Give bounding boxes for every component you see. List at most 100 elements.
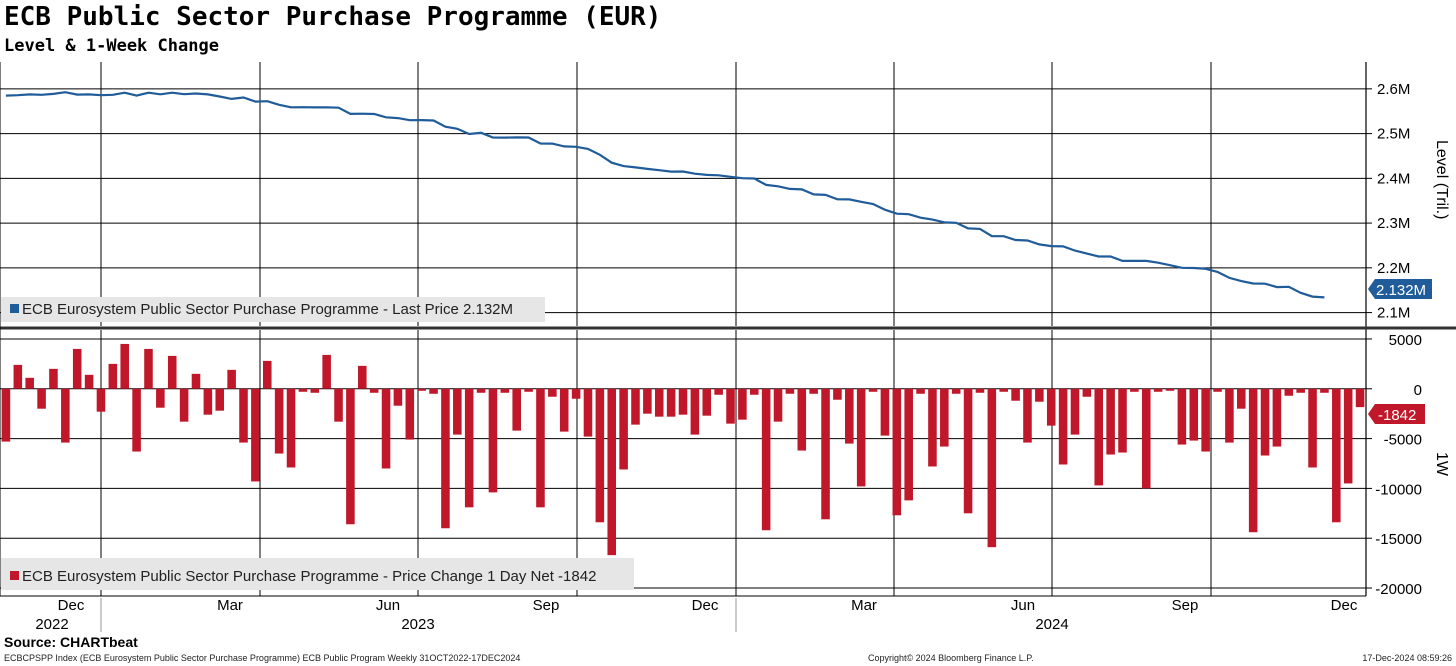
change-bar — [1201, 388, 1210, 452]
change-bar — [690, 388, 700, 435]
change-bar — [1320, 388, 1329, 393]
level-y-tick-label: 2.1M — [1377, 305, 1410, 322]
change-bars — [1, 343, 1365, 556]
source-note: Source: CHARTbeat — [4, 634, 138, 650]
level-legend-text: ECB Eurosystem Public Sector Purchase Pr… — [22, 301, 513, 318]
change-bar — [144, 348, 153, 389]
change-bar — [393, 388, 403, 406]
change-y-ticks: -20000 -15000 -10000 -5000 0 5000 — [1366, 332, 1422, 598]
change-bar — [524, 388, 533, 392]
level-y-tick-label: 2.6M — [1377, 81, 1410, 98]
change-bar — [512, 388, 521, 431]
change-bar — [369, 388, 379, 393]
change-y-tick-label: 0 — [1414, 382, 1422, 399]
change-bar — [441, 388, 450, 529]
change-bar — [619, 388, 628, 470]
change-bar — [928, 388, 937, 467]
x-month-label: Dec — [692, 597, 719, 614]
change-bar — [1165, 388, 1175, 391]
change-bar — [975, 388, 985, 393]
change-bar — [880, 388, 890, 436]
change-legend: ECB Eurosystem Public Sector Purchase Pr… — [1, 558, 634, 590]
x-year-labels: 2022 2023 2024 — [35, 598, 1069, 633]
change-bar — [262, 360, 272, 389]
change-bar — [1248, 388, 1258, 533]
change-bar — [559, 388, 569, 432]
x-month-label: Mar — [851, 597, 877, 614]
change-bar — [1308, 388, 1317, 468]
change-bar — [666, 388, 676, 417]
axes-frame — [0, 62, 1456, 597]
change-bar — [215, 388, 225, 411]
level-legend: ECB Eurosystem Public Sector Purchase Pr… — [1, 297, 545, 322]
change-last-value: -1842 — [1378, 407, 1416, 424]
level-last-value: 2.132M — [1376, 282, 1426, 299]
level-y-tick-label: 2.3M — [1377, 215, 1410, 232]
x-year-label: 2023 — [401, 616, 434, 633]
change-bar — [773, 388, 783, 422]
change-bar — [1355, 388, 1365, 408]
change-bar — [500, 388, 510, 393]
level-legend-swatch — [10, 304, 19, 313]
change-bar — [868, 388, 878, 392]
level-axis-title: Level (Tril.) — [1433, 140, 1450, 219]
change-bar — [274, 388, 284, 454]
change-bar — [346, 388, 355, 525]
change-bar — [453, 388, 462, 435]
change-bar — [595, 388, 605, 523]
change-bar — [239, 388, 248, 443]
change-bar — [1011, 388, 1020, 401]
level-y-tick-label: 2.4M — [1377, 170, 1410, 187]
change-bar — [904, 388, 913, 501]
change-bar — [298, 388, 308, 392]
change-bar — [749, 388, 759, 395]
change-bar — [49, 368, 58, 389]
change-bar — [429, 388, 438, 394]
change-bar — [72, 348, 82, 389]
change-bar — [476, 388, 486, 393]
level-y-tick-label: 2.2M — [1377, 260, 1410, 277]
level-panel-grid — [0, 62, 1366, 326]
x-month-label: Jun — [376, 597, 400, 614]
change-bar — [191, 373, 201, 389]
change-bar — [156, 388, 165, 408]
change-bar — [1082, 388, 1092, 397]
change-bar — [833, 388, 842, 400]
footer-index-info: ECBCPSPP Index (ECB Eurosystem Public Se… — [4, 653, 521, 663]
change-bar — [1046, 388, 1056, 426]
change-bar — [251, 388, 260, 482]
change-bar — [1106, 388, 1115, 455]
change-bar — [797, 388, 807, 451]
change-bar — [488, 388, 498, 493]
change-bar — [227, 369, 236, 389]
change-bar — [1058, 388, 1068, 465]
change-bar — [1296, 388, 1305, 393]
change-bar — [1035, 388, 1044, 402]
chart-title: ECB Public Sector Purchase Programme (EU… — [4, 2, 662, 32]
change-bar — [286, 388, 296, 468]
change-bar — [571, 388, 581, 399]
x-month-label: Mar — [217, 597, 243, 614]
change-bar — [963, 388, 973, 514]
level-last-value-callout: 2.132M — [1368, 279, 1432, 299]
chart-subtitle: Level & 1-Week Change — [4, 36, 219, 56]
change-bar — [548, 388, 557, 397]
change-bar — [999, 388, 1008, 392]
change-bar — [1070, 388, 1080, 435]
change-legend-text: ECB Eurosystem Public Sector Purchase Pr… — [22, 568, 596, 585]
change-bar — [1130, 388, 1139, 392]
change-bar — [1, 388, 11, 442]
change-bar — [1094, 388, 1104, 486]
change-bar — [951, 388, 961, 394]
change-axis-title: 1W — [1433, 452, 1450, 477]
change-bar — [678, 388, 688, 415]
change-bar — [738, 388, 747, 420]
change-bar — [583, 388, 593, 437]
change-bar — [167, 355, 177, 389]
change-bar — [108, 363, 118, 389]
change-bar — [761, 388, 771, 531]
change-last-value-callout: -1842 — [1368, 404, 1425, 424]
change-y-tick-label: -20000 — [1375, 581, 1422, 598]
change-y-tick-label: -15000 — [1375, 531, 1422, 548]
